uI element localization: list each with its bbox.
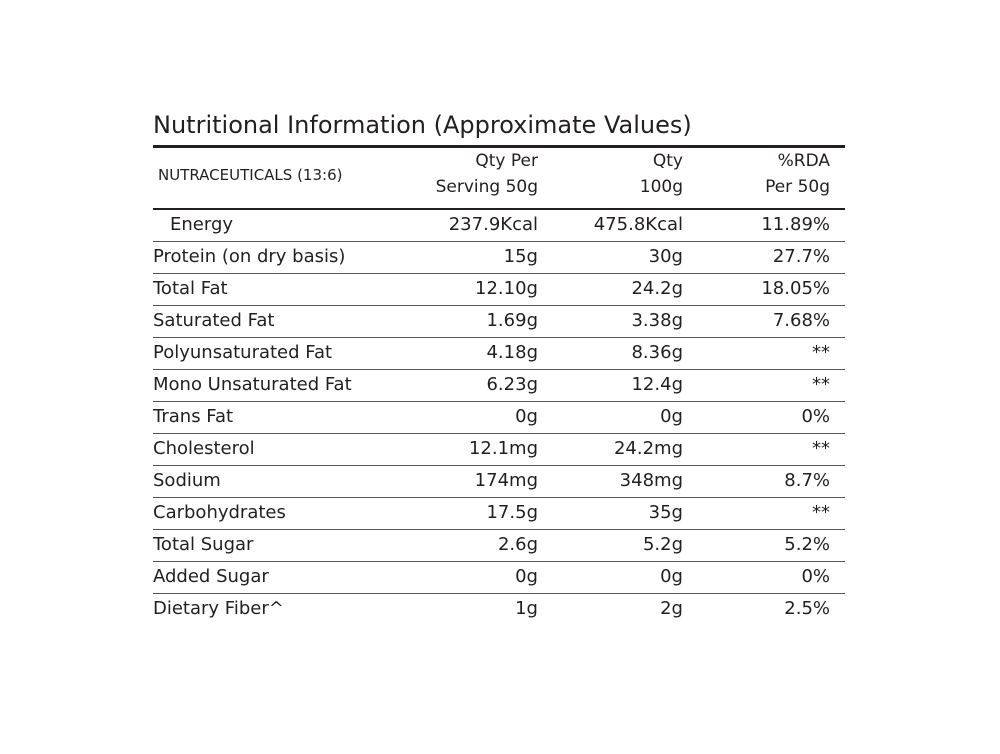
cell-value: ** [812,438,830,459]
cell-value: 0% [801,566,830,587]
header-rule [153,208,845,210]
cell-value: 35g [648,502,683,523]
row-label: Cholesterol [153,438,255,459]
row-divider [153,433,845,434]
row-label: Dietary Fiber^ [153,598,284,619]
cell-value: 348mg [619,470,683,491]
cell-value: 18.05% [761,278,830,299]
cell-value: 5.2g [642,534,683,555]
cell-value: 0g [660,566,683,587]
row-label: Total Sugar [153,534,254,555]
row-label: Carbohydrates [153,502,286,523]
cell-value: ** [812,342,830,363]
row-label: Total Fat [153,278,228,299]
cell-value: 475.8Kcal [593,214,683,235]
cell-value: 174mg [474,470,538,491]
row-divider [153,561,845,562]
row-divider [153,401,845,402]
cell-value: 0g [515,566,538,587]
column-header: NUTRACEUTICALS (13:6) [158,166,343,184]
row-divider [153,369,845,370]
cell-value: 12.1mg [468,438,538,459]
cell-value: ** [812,374,830,395]
cell-value: 12.10g [475,278,538,299]
cell-value: 6.23g [486,374,538,395]
row-label: Sodium [153,470,221,491]
row-divider [153,273,845,274]
cell-value: 8.36g [631,342,683,363]
row-label: Added Sugar [153,566,269,587]
cell-value: 2g [660,598,683,619]
row-label: Saturated Fat [153,310,275,331]
cell-value: 12.4g [631,374,683,395]
cell-value: 27.7% [772,246,830,267]
table-title: Nutritional Information (Approximate Val… [153,111,692,139]
cell-value: ** [812,502,830,523]
cell-value: 237.9Kcal [448,214,538,235]
column-header: 100g [639,177,683,197]
cell-value: 17.5g [486,502,538,523]
row-divider [153,305,845,306]
cell-value: 15g [503,246,538,267]
cell-value: 8.7% [784,470,830,491]
column-header: Per 50g [765,177,830,197]
cell-value: 0g [515,406,538,427]
row-label: Energy [170,214,234,235]
cell-value: 3.38g [631,310,683,331]
column-header: Serving 50g [435,177,538,197]
cell-value: 0g [660,406,683,427]
cell-value: 5.2% [784,534,830,555]
row-label: Protein (on dry basis) [153,246,346,267]
cell-value: 30g [648,246,683,267]
row-divider [153,241,845,242]
row-divider [153,529,845,530]
column-header: Qty Per [475,151,538,171]
column-header: %RDA [777,151,830,171]
row-label: Trans Fat [153,406,234,427]
cell-value: 1g [515,598,538,619]
row-divider [153,465,845,466]
title-rule [153,145,845,148]
row-divider [153,337,845,338]
cell-value: 1.69g [486,310,538,331]
cell-value: 4.18g [486,342,538,363]
row-label: Mono Unsaturated Fat [153,374,352,395]
cell-value: 24.2mg [613,438,683,459]
cell-value: 0% [801,406,830,427]
row-divider [153,497,845,498]
cell-value: 2.5% [784,598,830,619]
cell-value: 7.68% [772,310,830,331]
column-header: Qty [652,151,683,171]
row-divider [153,593,845,594]
cell-value: 2.6g [497,534,538,555]
cell-value: 11.89% [761,214,830,235]
cell-value: 24.2g [631,278,683,299]
row-label: Polyunsaturated Fat [153,342,333,363]
